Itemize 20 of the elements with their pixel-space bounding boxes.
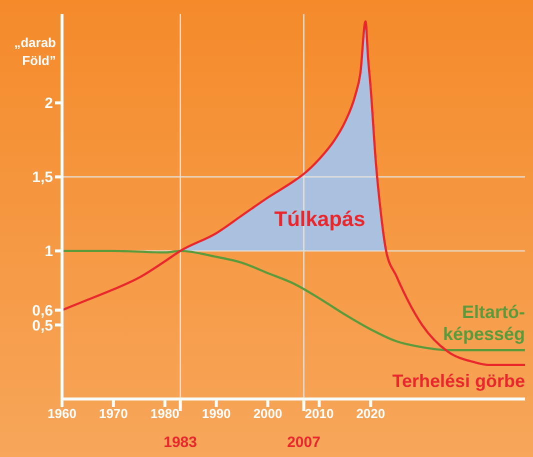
y-tick-label: 1,5 [32, 169, 53, 186]
line-series [62, 250, 525, 352]
x-tick-label: 1960 [48, 406, 76, 422]
x-tick-label: 1970 [98, 406, 128, 422]
ref-line-label: 2007 [287, 434, 320, 451]
y-tick-label: 1 [44, 243, 53, 260]
x-tick-label: 2010 [304, 406, 334, 422]
y-tick-label: 2 [44, 95, 53, 112]
x-tick-label: 1980 [150, 406, 180, 422]
line-series [62, 20, 525, 366]
x-tick-label: 2020 [356, 406, 386, 422]
y-axis-title: „darab Föld” [13, 34, 56, 70]
series-label: Terhelési görbe [392, 370, 525, 391]
x-tick-label: 1990 [202, 406, 231, 422]
x-tick-label: 2000 [253, 406, 282, 422]
series-label: Túlkapás [274, 208, 366, 231]
y-tick-label: 0,5 [32, 317, 53, 334]
ref-line-label: 1983 [164, 434, 198, 451]
series-label: Eltartó-képesség [442, 302, 526, 344]
y-tick-label: 0,6 [32, 302, 53, 320]
